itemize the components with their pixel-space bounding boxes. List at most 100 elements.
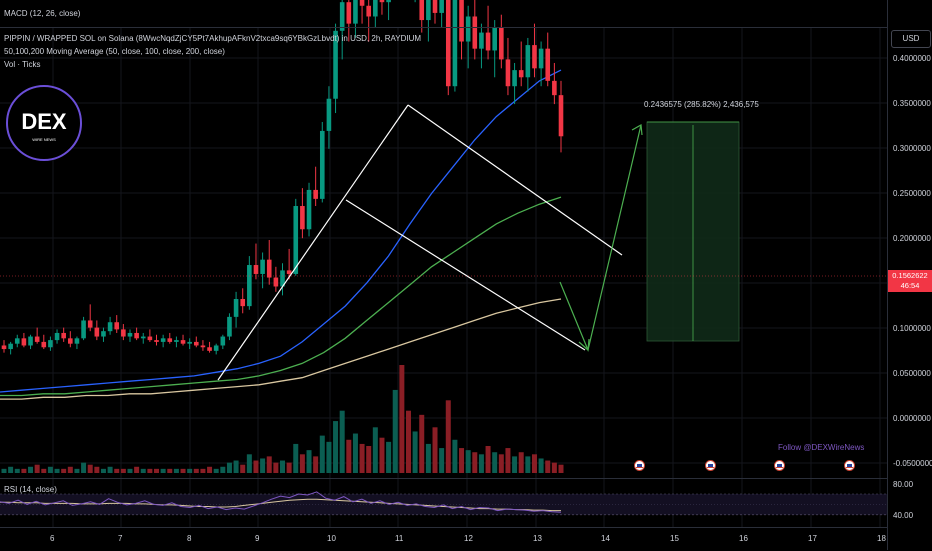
volume-bar — [67, 466, 73, 473]
volume-bar — [326, 441, 332, 473]
price-tick: -0.0500000 — [893, 459, 932, 468]
candle-body — [479, 32, 484, 49]
volume-bar — [61, 468, 67, 473]
candle-body — [485, 32, 491, 51]
candle-body — [174, 340, 179, 342]
volume-bar — [286, 462, 292, 473]
volume-bar — [87, 464, 93, 473]
trendline-lower[interactable] — [345, 199, 586, 351]
candle-body — [233, 298, 239, 317]
volume-bar — [478, 454, 484, 473]
us-flag-icon[interactable] — [774, 460, 785, 471]
candle-body — [1, 345, 7, 350]
volume-bar — [100, 468, 106, 473]
time-tick: 9 — [255, 534, 260, 543]
time-tick: 11 — [395, 534, 404, 543]
trendline-upper[interactable] — [407, 104, 623, 256]
time-tick: 16 — [739, 534, 748, 543]
volume-bar — [518, 452, 524, 473]
us-flag-icon[interactable] — [844, 460, 855, 471]
candle-body — [54, 332, 60, 341]
candle-body — [366, 5, 372, 17]
chart-title[interactable]: PIPPIN / WRAPPED SOL on Solana (8WwcNqdZ… — [4, 34, 422, 43]
candle-body — [306, 189, 312, 230]
candle-body — [260, 259, 265, 274]
volume-bar — [180, 468, 186, 473]
time-tick: 12 — [464, 534, 473, 543]
volume-bar — [386, 441, 392, 473]
candlesticks — [1, 0, 564, 355]
volume-bar — [465, 450, 471, 473]
volume-bar — [405, 410, 411, 473]
us-flag-icon[interactable] — [705, 460, 716, 471]
volume-bar — [492, 452, 498, 473]
volume-bar — [551, 462, 557, 473]
volume-bar — [207, 466, 213, 473]
pattern-drawings[interactable] — [217, 104, 740, 381]
price-axis[interactable] — [887, 0, 932, 550]
volume-legend[interactable]: Vol · Ticks — [4, 60, 41, 69]
candle-body — [193, 341, 199, 346]
volume-bar — [512, 456, 518, 473]
candle-body — [187, 341, 192, 344]
candle-body — [28, 336, 33, 346]
dex-logo: DEX WIRE NEWS — [5, 69, 83, 177]
candle-body — [445, 0, 451, 87]
price-tick: 0.2500000 — [893, 189, 931, 198]
candle-body — [207, 347, 212, 351]
time-tick: 7 — [118, 534, 123, 543]
volume-bar — [220, 466, 226, 473]
volume-bar — [399, 365, 405, 473]
candle-body — [518, 70, 524, 78]
macd-legend[interactable]: MACD (12, 26, close) — [4, 9, 81, 18]
volume-bar — [167, 468, 173, 473]
candle-body — [8, 343, 13, 350]
trendline-left[interactable] — [217, 104, 409, 381]
volume-bar — [240, 464, 246, 473]
candle-body — [134, 332, 139, 339]
candle-body — [499, 27, 504, 60]
time-axis[interactable] — [0, 527, 887, 551]
candle-body — [127, 332, 133, 337]
candle-body — [240, 298, 246, 307]
price-tick: 0.3000000 — [893, 144, 931, 153]
rsi-line — [0, 491, 562, 513]
candle-body — [107, 322, 113, 332]
candle-body — [525, 45, 531, 78]
candle-body — [373, 0, 378, 17]
candle-body — [558, 95, 564, 137]
candle-body — [419, 0, 425, 21]
candle-body — [154, 340, 159, 342]
volume-bar — [531, 454, 537, 473]
currency-button[interactable]: USD — [891, 30, 931, 48]
candle-body — [545, 48, 551, 81]
volume-bar — [1, 468, 7, 473]
candle-body — [41, 341, 47, 348]
candle-body — [68, 338, 73, 344]
volume-bar — [127, 468, 133, 473]
rsi-legend[interactable]: RSI (14, close) — [4, 485, 57, 494]
candle-body — [346, 2, 352, 24]
volume-bar — [472, 452, 478, 473]
measure-label: 0.2436575 (285.82%) 2,436,575 — [644, 100, 759, 109]
candle-body — [266, 259, 272, 278]
us-flag-icon[interactable] — [634, 460, 645, 471]
volume-bar — [432, 427, 438, 473]
volume-bar — [28, 466, 34, 473]
rsi-tick-80: 80.00 — [893, 480, 914, 489]
ma-legend[interactable]: 50,100,200 Moving Average (50, close, 10… — [4, 47, 225, 56]
volume-bar — [187, 468, 193, 473]
volume-bar — [485, 446, 491, 473]
candle-body — [180, 340, 186, 344]
volume-bar — [253, 460, 259, 473]
candle-body — [505, 59, 511, 87]
volume-bar — [213, 468, 219, 473]
time-tick: 14 — [601, 534, 610, 543]
volume-bar — [233, 460, 239, 473]
current-price-value: 0.1562622 — [892, 271, 928, 280]
time-tick: 8 — [187, 534, 192, 543]
volume-bar — [459, 448, 465, 473]
candle-body — [14, 338, 20, 344]
candle-body — [140, 336, 146, 339]
